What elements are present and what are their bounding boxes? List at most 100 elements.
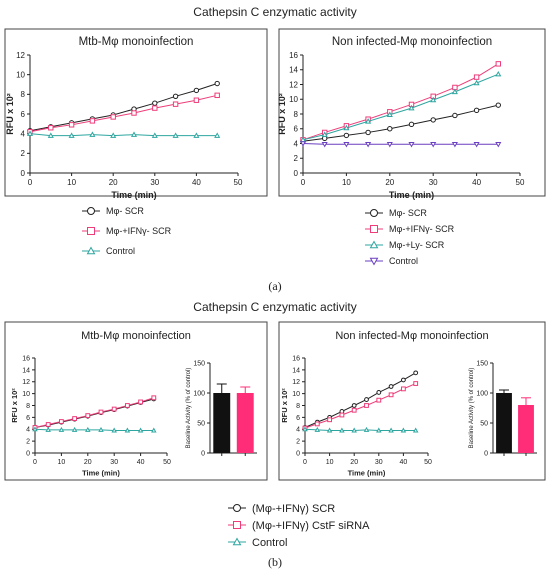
b-left-line-x-tick-label: 0	[33, 459, 37, 466]
a-left-series-2-point	[130, 131, 138, 137]
a-right-y-tick-label: 8	[294, 110, 299, 119]
a-left-series-1-point	[110, 114, 116, 120]
legend-b-marker	[233, 521, 241, 529]
a-right-series-2-point	[473, 79, 480, 86]
a-right-chart-title: Non infected-Mφ monoinfection	[332, 36, 492, 48]
a-left-y-tick-label: 8	[21, 90, 26, 99]
b-right-line-series-2-point	[339, 427, 345, 433]
a-left-x-tick-label: 0	[28, 178, 33, 187]
a-right-series-3-point	[451, 141, 458, 148]
b-right-line-y-tick-label: 0	[296, 450, 300, 457]
b-right-line-y-tick-label: 16	[292, 355, 300, 362]
a-left-y-tick-label: 2	[21, 149, 26, 158]
b-right-line-series-0-point	[401, 377, 406, 383]
a-left-series-2-point	[172, 132, 179, 138]
legend-a-left-marker	[86, 246, 96, 255]
b-right-line-series-1-point	[339, 412, 345, 418]
legend-a-right-marker	[370, 225, 378, 233]
a-left-series-2-point	[26, 130, 34, 136]
a-left-series-2-point	[110, 132, 117, 138]
a-right-series-1-point	[473, 74, 480, 80]
a-right-series-line-0	[302, 104, 499, 142]
b-right-line-series-2-point	[412, 427, 419, 433]
a-left-series-1-point	[48, 125, 54, 131]
a-left-y-tick-label: 10	[16, 70, 25, 79]
a-right-series-0-point	[452, 112, 458, 119]
b-right-line-x-tick-label: 10	[326, 459, 334, 466]
legend-a-right-label: Mφ-+IFNγ- SCR	[389, 224, 455, 234]
a-left-series-2-point	[214, 132, 221, 138]
a-right-y-tick-label: 16	[289, 51, 298, 60]
a-left-x-tick-label: 50	[234, 178, 243, 187]
b-right-line-x-tick-label: 50	[424, 459, 432, 466]
a-right-series-2-point	[386, 111, 393, 117]
a-right-series-3-point	[473, 141, 480, 148]
b-right-line-y-tick-label: 6	[296, 415, 300, 422]
a-left-y-tick-label: 4	[21, 129, 26, 138]
b-right-chart-title: Non infected-Mφ monoinfection	[335, 330, 488, 342]
a-left-series-2-point	[89, 131, 96, 137]
a-left-x-tick-label: 40	[192, 178, 201, 187]
legend-a-left-label: Mφ-+IFNγ- SCR	[106, 226, 172, 236]
legend-a-right-label: Mφ-+Ly- SCR	[389, 240, 445, 250]
b-left-line-series-2-point	[137, 427, 144, 433]
a-left-x-axis-title: Time (min)	[111, 190, 156, 200]
b-left-line-y-tick-label: 2	[26, 439, 30, 446]
b-right-line-series-1-point	[388, 392, 394, 398]
b-right-line-series-1-point	[376, 397, 382, 403]
b-right-bar-bar	[518, 405, 534, 453]
b-left-line-series-1-point	[45, 422, 51, 427]
b-left-line-series-line-1	[34, 397, 154, 428]
a-right-series-0-point	[408, 121, 415, 128]
b-left-line-y-tick-label: 12	[22, 379, 30, 386]
a-left-series-line-0	[29, 83, 218, 132]
b-left-line-series-2-point	[124, 427, 131, 433]
b-right-line-y-tick-label: 10	[292, 391, 300, 398]
b-left-line-series-line-0	[34, 398, 154, 428]
a-right-series-3-point	[495, 141, 502, 148]
a-right-y-tick-label: 4	[294, 139, 299, 148]
b-left-bar-y-tick-label: 150	[193, 360, 205, 367]
b-right-line-series-1-point	[364, 403, 369, 408]
a-right-series-3-point	[430, 141, 437, 148]
b-left-line-x-axis-title: Time (min)	[82, 469, 120, 478]
b-right-bar-bar	[496, 393, 512, 453]
legend-b-label: (Mφ-+IFNγ) SCR	[252, 503, 335, 515]
a-left-series-1-point	[68, 122, 75, 128]
b-right-bar-y-tick-label: 0	[484, 450, 488, 457]
b-left-line-series-1-point	[138, 399, 143, 405]
b-right-line-x-tick-label: 30	[375, 459, 383, 466]
b-left-line-series-1-point	[151, 395, 157, 401]
panel-a-left-frame	[4, 28, 268, 197]
b-right-bar-y-axis-title: Baseline Activity (% of control)	[469, 368, 475, 449]
legend-a-right-label: Control	[389, 256, 418, 266]
a-right-series-3-point	[343, 141, 350, 148]
legend-a-left-marker	[87, 227, 95, 235]
a-right-series-2-point	[321, 131, 328, 137]
b-right-line-series-0-point	[388, 384, 394, 389]
a-right-series-0-point	[473, 107, 480, 114]
a-right-x-axis-title: Time (min)	[389, 190, 434, 200]
b-left-line-series-2-point	[45, 426, 51, 432]
b-left-bar-y-axis-title: Baseline Activity (% of control)	[186, 368, 192, 449]
a-left-series-1-point	[193, 97, 200, 103]
b-right-line-series-2-point	[326, 427, 333, 433]
a-left-y-tick-label: 0	[21, 169, 26, 178]
a-right-series-3-point	[408, 141, 415, 148]
b-right-line-y-tick-label: 14	[292, 367, 300, 374]
legend-a-right-marker	[369, 240, 379, 249]
panel-b-left-frame	[4, 321, 268, 481]
panel-b-title: Cathepsin C enzymatic activity	[193, 300, 356, 314]
b-right-line-series-0-point	[351, 403, 357, 408]
a-left-series-2-point	[47, 132, 54, 138]
b-right-line-series-0-point	[413, 370, 419, 376]
a-left-series-0-point	[172, 93, 179, 100]
a-right-y-tick-label: 14	[289, 66, 298, 75]
b-left-line-x-tick-label: 40	[137, 459, 145, 466]
b-right-line-y-tick-label: 4	[296, 427, 300, 434]
a-left-y-axis-title: RFU x 10²	[5, 93, 15, 135]
b-right-line-x-axis-title: Time (min)	[348, 469, 386, 478]
a-right-x-tick-label: 0	[301, 178, 306, 187]
a-left-series-2-point	[68, 132, 75, 138]
b-right-line-series-0-point	[364, 397, 369, 402]
